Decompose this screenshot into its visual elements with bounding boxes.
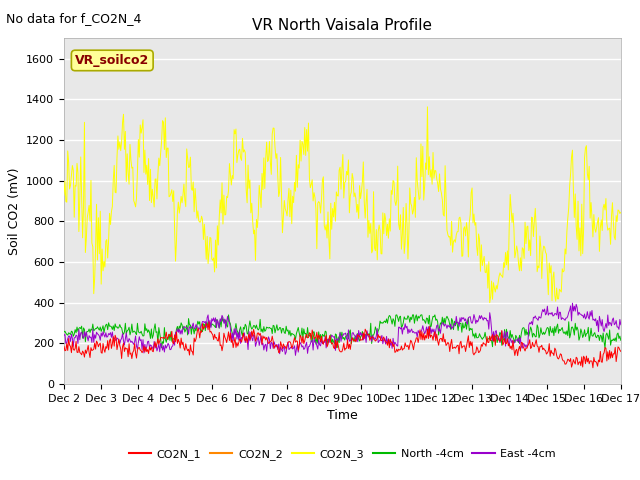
Legend: CO2N_1, CO2N_2, CO2N_3, North -4cm, East -4cm: CO2N_1, CO2N_2, CO2N_3, North -4cm, East… — [125, 445, 560, 465]
Title: VR North Vaisala Profile: VR North Vaisala Profile — [252, 18, 433, 33]
Y-axis label: Soil CO2 (mV): Soil CO2 (mV) — [8, 168, 20, 255]
Text: No data for f_CO2N_4: No data for f_CO2N_4 — [6, 12, 142, 25]
Text: VR_soilco2: VR_soilco2 — [75, 54, 149, 67]
X-axis label: Time: Time — [327, 409, 358, 422]
